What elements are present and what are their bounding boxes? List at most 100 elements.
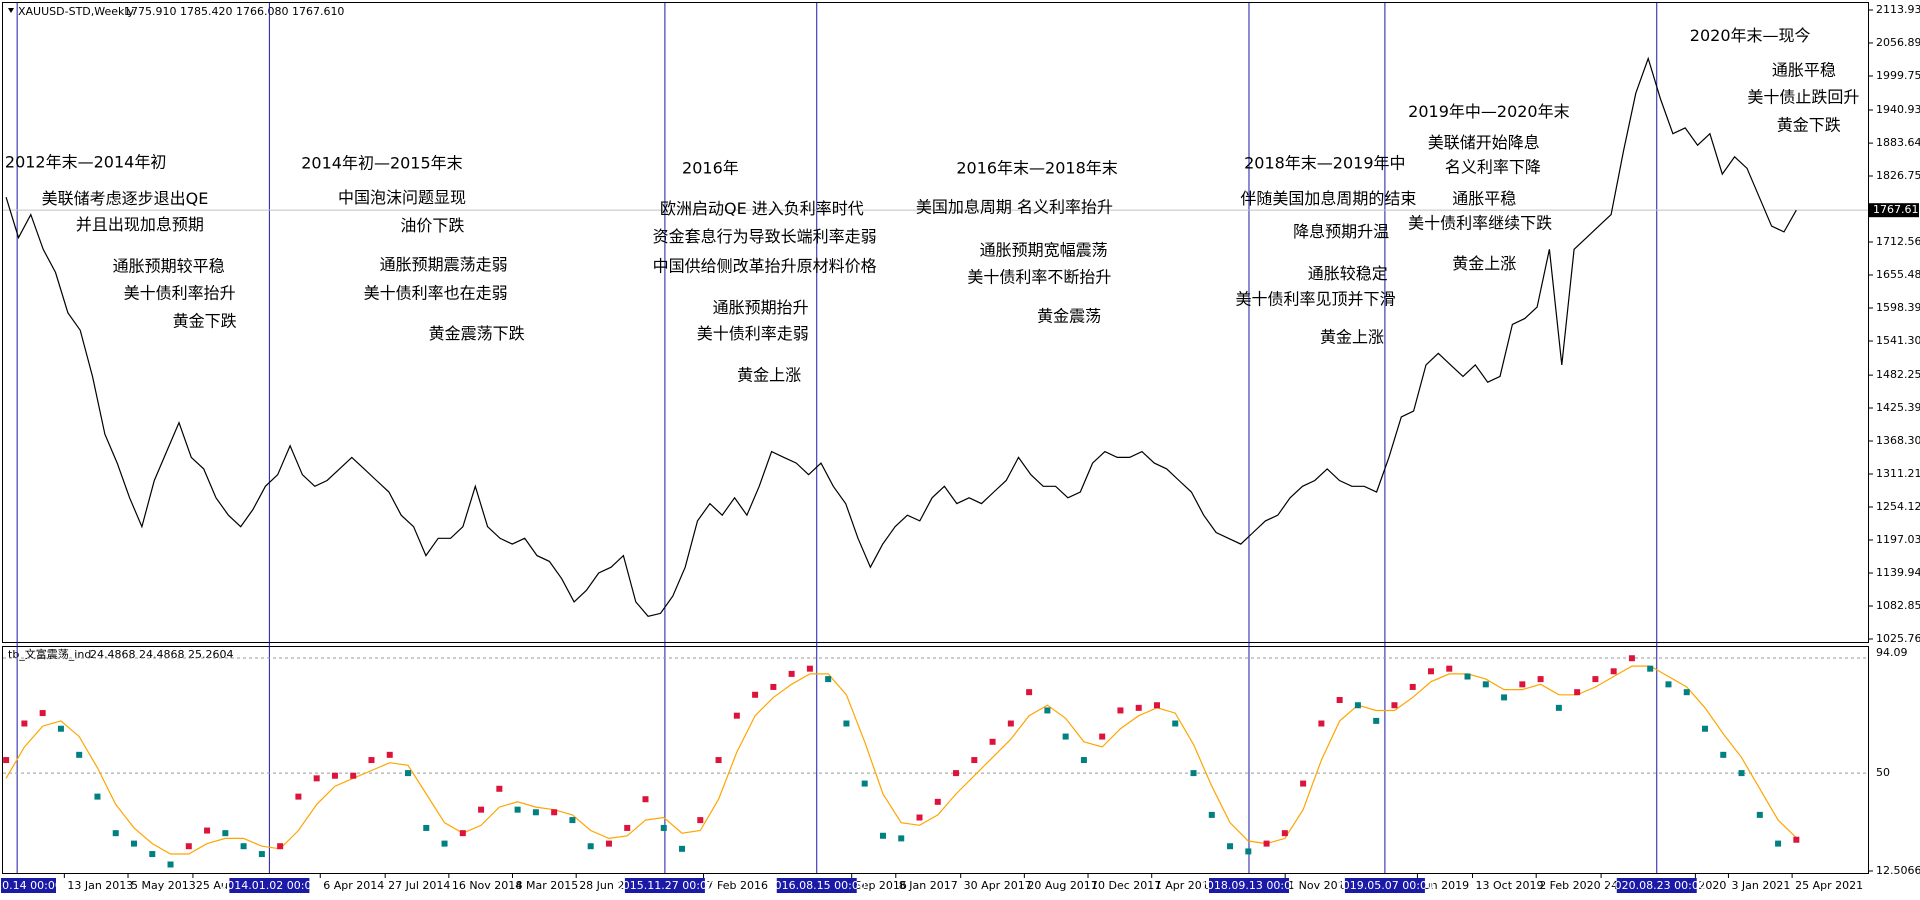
- annotation: 黄金下跌: [1777, 116, 1841, 135]
- oscillator-point: [989, 738, 996, 745]
- oscillator-point: [1574, 689, 1581, 696]
- oscillator-point: [733, 712, 740, 719]
- signal-line: [5, 665, 1797, 855]
- marker-label-bg: [1208, 878, 1289, 893]
- oscillator-point: [405, 770, 412, 777]
- y-tick-label: 1999.750: [1876, 69, 1920, 82]
- oscillator-point: [1354, 702, 1361, 709]
- oscillator-point: [1720, 751, 1727, 758]
- last-price-label: 1767.610: [1873, 203, 1920, 216]
- oscillator-point: [1592, 676, 1599, 683]
- annotation: 2012年末—2014年初: [5, 152, 166, 171]
- x-tick-label: 10 Dec 2017: [1091, 879, 1161, 892]
- x-tick-label: 8 Jan 2017: [899, 879, 958, 892]
- x-tick-label: 13 Jan 2013: [67, 879, 133, 892]
- marker-label: 2018.09.13 00:00: [1200, 879, 1298, 892]
- oscillator-point: [1281, 830, 1288, 837]
- x-tick-label: 27 Jul 2014: [388, 879, 450, 892]
- oscillator-point: [1683, 689, 1690, 696]
- annotation: 通胀预期较平稳: [113, 256, 225, 275]
- y-tick-label: 1826.750: [1876, 169, 1920, 182]
- y-tick-label: 1368.300: [1876, 434, 1920, 447]
- annotation: 中国泡沫问题显现: [338, 188, 466, 207]
- x-tick-label: 28 Jun 201: [579, 879, 638, 892]
- oscillator-point: [1208, 811, 1215, 818]
- marker-label-bg: [624, 878, 705, 893]
- marker-label-bg: [1344, 878, 1425, 893]
- oscillator-point: [569, 817, 576, 824]
- y-tick-label: 2056.890: [1876, 36, 1920, 49]
- oscillator-point: [1026, 689, 1033, 696]
- y-tick-label: 12.5066: [1876, 864, 1920, 877]
- oscillator-point: [130, 840, 137, 847]
- annotation: 2020年末—现今: [1690, 26, 1811, 45]
- oscillator-point: [204, 827, 211, 834]
- annotation: 资金套息行为导致长端利率走弱: [653, 227, 877, 246]
- oscillator-point: [1190, 770, 1197, 777]
- y-tick-label: 1254.120: [1876, 500, 1920, 513]
- y-tick-label: 1311.210: [1876, 467, 1920, 480]
- oscillator-point: [1501, 694, 1508, 701]
- oscillator-point: [971, 757, 978, 764]
- oscillator-point: [806, 665, 813, 672]
- oscillator-point: [1336, 697, 1343, 704]
- y-tick-label: 1482.250: [1876, 368, 1920, 381]
- annotation: 美联储考虑逐步退出QE: [42, 189, 209, 208]
- x-tick-label: 25 Aug: [196, 879, 235, 892]
- oscillator-point: [916, 814, 923, 821]
- oscillator-point: [258, 851, 265, 858]
- oscillator-point: [1519, 681, 1526, 688]
- ohlc-values: 1775.910 1785.420 1766.080 1767.610: [124, 5, 344, 18]
- x-tick-label: Sep 2016: [855, 879, 907, 892]
- annotation: 美十债利率抬升: [124, 283, 236, 302]
- annotation: 通胀平稳: [1452, 189, 1516, 208]
- oscillator-point: [149, 851, 156, 858]
- oscillator-point: [1537, 676, 1544, 683]
- y-tick-label: 1082.850: [1876, 599, 1920, 612]
- oscillator-point: [532, 809, 539, 816]
- oscillator-point: [825, 676, 832, 683]
- annotation: 美十债止跌回升: [1747, 87, 1859, 106]
- oscillator-point: [295, 793, 302, 800]
- oscillator-point: [386, 751, 393, 758]
- oscillator-point: [1391, 702, 1398, 709]
- oscillator-point: [1062, 733, 1069, 740]
- oscillator-point: [76, 751, 83, 758]
- annotation: 2018年末—2019年中: [1244, 154, 1405, 173]
- x-tick-label: 30 Apr 2017: [964, 879, 1032, 892]
- y-tick-label: 1025.760: [1876, 632, 1920, 645]
- annotation: 油价下跌: [400, 216, 464, 235]
- annotation: 通胀预期震荡走弱: [380, 255, 508, 274]
- x-tick-label: 6 Apr 2014: [323, 879, 384, 892]
- oscillator-point: [1117, 707, 1124, 714]
- oscillator-point: [514, 806, 521, 813]
- annotation: 名义利率下降: [1445, 157, 1541, 176]
- oscillator-point: [1610, 668, 1617, 675]
- oscillator-point: [21, 720, 28, 727]
- oscillator-point: [1007, 720, 1014, 727]
- marker-label: 2020.08.23 00:00: [1608, 879, 1706, 892]
- annotation: 通胀平稳: [1772, 61, 1836, 80]
- annotation: 美联储开始降息: [1428, 133, 1540, 152]
- annotation: 黄金上涨: [1452, 254, 1516, 273]
- oscillator-point: [1446, 665, 1453, 672]
- oscillator-point: [57, 725, 64, 732]
- oscillator-point: [459, 830, 466, 837]
- main-panel-frame: [2, 2, 1869, 643]
- annotation: 2014年初—2015年末: [301, 154, 462, 173]
- oscillator-point: [660, 824, 667, 831]
- oscillator-point: [551, 809, 558, 816]
- menu-arrow[interactable]: [8, 8, 14, 13]
- annotation: 美十债利率继续下跌: [1408, 214, 1552, 233]
- x-tick-label: Jun 2019: [1419, 879, 1469, 892]
- oscillator-point: [39, 710, 46, 717]
- x-tick-label: 8 Mar 2015: [516, 879, 579, 892]
- oscillator-point: [1775, 840, 1782, 847]
- y-tick-label: 1655.480: [1876, 268, 1920, 281]
- y-tick-label: 50: [1876, 766, 1890, 779]
- oscillator-point: [1245, 848, 1252, 855]
- oscillator-point: [1647, 665, 1654, 672]
- oscillator-point: [1756, 811, 1763, 818]
